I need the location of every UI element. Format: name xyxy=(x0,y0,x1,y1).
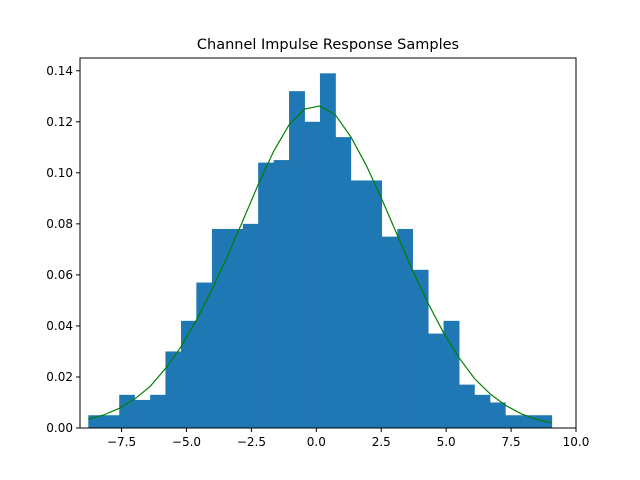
density-curve-line xyxy=(88,105,552,424)
histogram-bar xyxy=(428,333,444,428)
histogram-bar xyxy=(474,394,491,428)
y-tick-label: 0.12 xyxy=(46,115,73,129)
histogram-bar xyxy=(103,415,120,428)
x-tick-label: −5.0 xyxy=(172,435,201,449)
histogram-bar xyxy=(505,415,522,428)
histogram-bar xyxy=(134,399,151,428)
x-tick-label: −2.5 xyxy=(237,435,266,449)
x-tick-label: 7.5 xyxy=(502,435,521,449)
histogram-bar xyxy=(350,180,367,428)
histogram-bar xyxy=(273,160,290,428)
histogram-bar xyxy=(242,223,259,428)
histogram-bar xyxy=(304,121,321,429)
y-tick-label: 0.00 xyxy=(46,421,73,435)
x-axis: −7.5 −5.0 −2.5 0.0 2.5 5.0 7.5 10.0 xyxy=(107,428,589,449)
histogram-bars xyxy=(88,73,553,429)
histogram-bar xyxy=(366,180,383,428)
histogram-bar xyxy=(150,394,166,428)
y-tick-label: 0.04 xyxy=(46,319,73,333)
x-tick-label: 10.0 xyxy=(563,435,590,449)
y-tick-label: 0.02 xyxy=(46,370,73,384)
density-curve-layer xyxy=(88,105,552,424)
y-tick-label: 0.10 xyxy=(46,166,73,180)
histogram-bar xyxy=(319,73,336,428)
y-tick-label: 0.08 xyxy=(46,217,73,231)
y-tick-label: 0.06 xyxy=(46,268,73,282)
y-tick-label: 0.14 xyxy=(46,64,73,78)
histogram-bar xyxy=(196,282,213,428)
histogram-bar xyxy=(335,137,352,428)
histogram-bar xyxy=(397,228,413,428)
x-tick-label: −7.5 xyxy=(107,435,136,449)
chart-title: Channel Impulse Response Samples xyxy=(197,37,459,53)
plot-frame xyxy=(79,57,577,429)
y-axis: 0.00 0.02 0.04 0.06 0.08 0.10 0.12 0.14 xyxy=(46,64,80,435)
x-tick-label: 0.0 xyxy=(307,435,326,449)
histogram-bar xyxy=(227,228,244,428)
histogram-bar xyxy=(443,320,460,428)
histogram-bar xyxy=(412,269,429,428)
x-tick-label: 5.0 xyxy=(437,435,456,449)
histogram-bar xyxy=(211,228,228,428)
histogram-bar xyxy=(181,320,197,428)
x-tick-label: 2.5 xyxy=(372,435,391,449)
histogram-bar xyxy=(490,402,506,428)
histogram-bar xyxy=(289,91,305,428)
histogram-bar xyxy=(459,384,475,428)
histogram-bar xyxy=(165,351,182,428)
histogram-bar xyxy=(258,162,275,428)
histogram-bar xyxy=(119,394,135,428)
histogram-bar xyxy=(381,236,398,428)
